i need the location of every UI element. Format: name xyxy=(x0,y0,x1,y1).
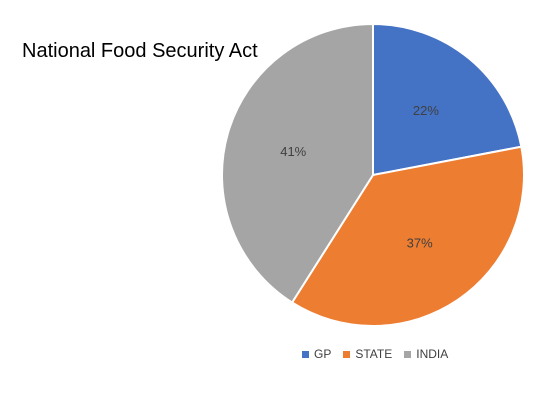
legend-item-state: STATE xyxy=(343,347,392,361)
legend-swatch-india xyxy=(404,350,412,358)
pie-slice-gp xyxy=(372,22,523,177)
legend-label-state: STATE xyxy=(355,347,393,361)
chart-title: National Food Security Act xyxy=(22,40,258,62)
legend-item-gp: GP xyxy=(302,347,331,361)
data-label-state: 37% xyxy=(407,236,433,251)
legend-item-india: INDIA xyxy=(404,347,448,361)
pie-slice-state xyxy=(290,145,525,327)
pie-slice-india xyxy=(221,22,374,304)
legend-label-gp: GP xyxy=(314,347,332,361)
legend-label-india: INDIA xyxy=(416,347,449,361)
legend: GP STATE INDIA xyxy=(302,347,448,361)
legend-swatch-state xyxy=(343,350,351,358)
data-label-gp: 22% xyxy=(413,103,439,118)
data-label-india: 41% xyxy=(280,144,306,159)
legend-swatch-gp xyxy=(302,350,309,358)
